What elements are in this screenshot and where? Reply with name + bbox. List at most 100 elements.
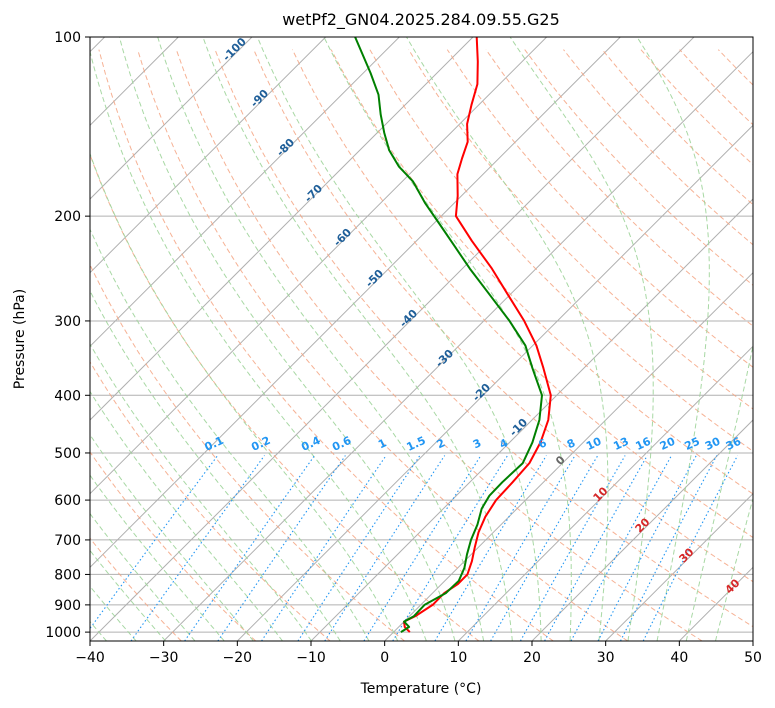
- isotherm-line: [457, 345, 753, 641]
- dry-adiabat-label: 30: [677, 545, 697, 565]
- mixing-ratio-line: [217, 455, 346, 641]
- mixing-ratio-label: 2: [435, 436, 447, 451]
- mixing-ratio-label: 10: [584, 435, 604, 453]
- moist-adiabat-line: [90, 228, 370, 641]
- dry-adiabat-line: [446, 49, 753, 368]
- moist-adiabat-line: [256, 37, 542, 641]
- moist-adiabat-label: -90: [248, 87, 271, 110]
- dry-adiabat-line: [369, 49, 753, 452]
- dry-adiabat-line: [90, 537, 182, 641]
- isotherm-line: [90, 37, 327, 274]
- y-tick-label: 1000: [45, 625, 81, 641]
- x-tick-label: −30: [149, 650, 179, 666]
- mixing-ratio-label: 13: [611, 435, 630, 453]
- mixing-ratio-line: [544, 455, 648, 641]
- moist-adiabat-line: [685, 343, 753, 641]
- moist-adiabat-line: [90, 152, 399, 641]
- mixing-ratio-label: 1.5: [405, 434, 428, 454]
- y-axis-title: Pressure (hPa): [12, 289, 28, 389]
- dry-adiabat-line: [485, 49, 753, 327]
- line-labels: 0.1 0.2 0.4 0.6 1 1.5 2 3 4 6 8 10 13 16 20 25 30 36-100-…: [203, 35, 744, 597]
- moist-adiabat-line: [90, 433, 254, 641]
- moist-adiabat-line: [323, 37, 572, 641]
- mixing-ratio-label: 25: [683, 435, 702, 453]
- mixing-ratio-line: [392, 455, 509, 641]
- moist-adiabat-label: -60: [331, 226, 354, 249]
- moist-adiabat-line: [202, 37, 513, 641]
- dry-adiabat-line: [524, 49, 753, 286]
- x-tick-label: −20: [223, 650, 253, 666]
- mixing-ratio-line: [90, 455, 219, 630]
- mixing-ratio-label: 0.4: [299, 434, 322, 454]
- y-tick-label: 900: [54, 598, 81, 614]
- moist-adiabat-line: [90, 390, 283, 641]
- mixing-ratio-label: 0.2: [249, 434, 272, 454]
- mixing-ratio-line: [261, 455, 387, 641]
- background-lines: [90, 37, 775, 641]
- mixing-ratio-label: 0.6: [330, 434, 353, 454]
- dry-adiabat-line: [330, 49, 753, 495]
- x-axis-title: Temperature (°C): [360, 681, 482, 697]
- profiles: [354, 37, 552, 633]
- dewpoint-profile-line: [354, 37, 543, 633]
- moist-adiabat-line: [636, 37, 710, 641]
- mixing-ratio-line: [490, 455, 599, 641]
- dry-adiabat-line: [563, 49, 753, 246]
- moist-adiabat-line: [90, 474, 225, 641]
- dry-adiabat-line: [175, 49, 703, 641]
- isotherm-line: [90, 37, 400, 348]
- y-tick-label: 200: [54, 209, 81, 225]
- moist-adiabat-label: -40: [397, 307, 420, 330]
- moist-adiabat-line: [157, 37, 485, 641]
- dry-adiabat-label: 20: [633, 515, 653, 535]
- isotherm-line: [384, 271, 753, 641]
- moist-adiabat-label: -100: [220, 35, 249, 64]
- mixing-ratio-line: [519, 455, 626, 641]
- mixing-ratio-label: 8: [565, 436, 577, 451]
- mixing-ratio-label: 20: [658, 435, 678, 453]
- moist-adiabat-line: [90, 49, 427, 641]
- moist-adiabat-line: [509, 37, 654, 641]
- axes: −40 −30 −20 −10 0 10 20 30 40 5010020030040050060…: [45, 30, 762, 666]
- mixing-ratio-line: [642, 455, 739, 641]
- isotherm-line: [678, 566, 753, 641]
- dry-adiabat-line: [291, 49, 753, 539]
- mixing-ratio-line: [184, 455, 316, 641]
- x-tick-label: −10: [296, 650, 326, 666]
- mixing-ratio-label: 6: [536, 436, 549, 451]
- isotherm-line: [90, 37, 621, 569]
- mixing-ratio-line: [363, 455, 482, 641]
- moist-adiabat-line: [90, 289, 341, 641]
- dry-adiabat-line: [90, 263, 405, 641]
- mixing-ratio-line: [465, 455, 576, 641]
- y-tick-label: 400: [54, 388, 81, 404]
- mixing-ratio-label: 16: [634, 435, 654, 453]
- dry-adiabat-label: 40: [723, 576, 743, 596]
- moist-adiabat-label: -70: [302, 182, 325, 205]
- isotherm-line: [90, 37, 548, 495]
- dry-adiabat-line: [90, 360, 331, 641]
- mixing-ratio-line: [597, 455, 697, 641]
- x-tick-label: 50: [744, 650, 762, 666]
- dry-adiabat-line: [253, 49, 753, 583]
- mixing-ratio-label: 30: [703, 435, 723, 453]
- x-tick-label: 40: [670, 650, 688, 666]
- mixing-ratio-label: 0.1: [203, 434, 226, 454]
- moist-adiabat-line: [90, 343, 312, 641]
- isotherm-line: [90, 37, 253, 200]
- temperature-profile-line: [403, 37, 552, 633]
- moist-adiabat-label: -10: [507, 416, 530, 439]
- moist-adiabat-label: -80: [274, 136, 297, 159]
- x-tick-label: 30: [597, 650, 615, 666]
- mixing-ratio-line: [130, 455, 265, 641]
- moist-adiabat-line: [715, 496, 753, 641]
- moist-adiabat-label: -30: [433, 347, 456, 370]
- y-tick-label: 100: [54, 30, 81, 46]
- dry-adiabat-line: [98, 49, 554, 641]
- moist-adiabat-line: [406, 37, 609, 641]
- x-tick-label: 20: [523, 650, 541, 666]
- mixing-ratio-label: 3: [471, 436, 483, 451]
- dry-adiabat-line: [757, 50, 775, 641]
